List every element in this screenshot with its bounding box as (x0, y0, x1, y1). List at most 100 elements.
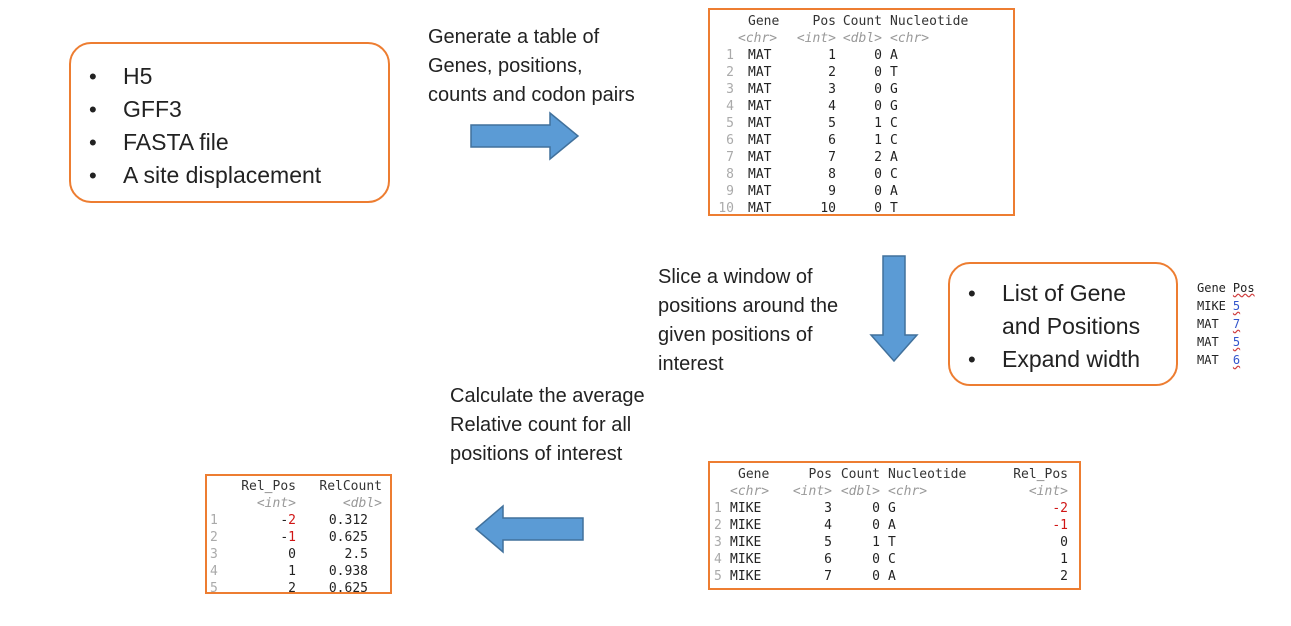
table-cell: MAT (748, 65, 772, 80)
step3-text: Calculate the average Relative count for… (450, 382, 645, 469)
table-cell: 1 (714, 501, 722, 516)
step2-text: Slice a window of positions around the g… (658, 263, 838, 379)
table-cell: A (890, 150, 898, 165)
table-cell: -2 (1052, 501, 1068, 516)
column-type: <chr> (890, 31, 930, 46)
column-header: Pos (808, 467, 832, 482)
table-cell: 6 (824, 552, 832, 567)
table-row: 1 MIKE 3 0 G -2 (714, 500, 1068, 517)
mini-column-header: Gene (1197, 281, 1226, 295)
left-arrow (474, 504, 584, 554)
table-cell: 7 (824, 569, 832, 584)
row-number-header (714, 13, 738, 30)
table-cell: 10 (820, 201, 836, 216)
table-row: 8 MAT 8 0 C (714, 166, 968, 183)
input-item-h5: H5 (71, 60, 388, 93)
table-cell: 2 (1060, 569, 1068, 584)
step1-line: Generate a table of (428, 26, 600, 48)
column-header: Gene (748, 14, 780, 29)
table-row: 10 MAT 10 0 T (714, 200, 968, 217)
table-cell: MAT (748, 99, 772, 114)
table-row: 2 MAT 2 0 T (714, 64, 968, 81)
column-header: Pos (812, 14, 836, 29)
column-header: Rel_Pos (1013, 467, 1068, 482)
table-cell: MAT (748, 116, 772, 131)
table-row: 1 MAT 1 0 A (714, 47, 968, 64)
table-cell: 2 (828, 65, 836, 80)
table-cell: 3 (210, 547, 218, 562)
table-cell: A (888, 569, 896, 584)
table-cell: MAT (1197, 317, 1219, 331)
table-cell: 0.312 (328, 513, 368, 528)
table-row: 7 MAT 7 2 A (714, 149, 968, 166)
table-cell: C (888, 552, 896, 567)
table-cell: 3 (714, 535, 722, 550)
table-cell: 5 (828, 116, 836, 131)
step3-line: positions of interest (450, 443, 623, 465)
step3-line: Calculate the average (450, 385, 645, 407)
column-type: <dbl> (842, 31, 882, 46)
mini-table-body: MIKE 5 MAT 7 MAT 5 MAT 6 (1196, 297, 1256, 369)
table-row: 4 1 0.938 (210, 563, 382, 580)
column-type: <dbl> (840, 484, 880, 499)
table-cell: 0.938 (328, 564, 368, 579)
table-cell: G (890, 82, 898, 97)
table-cell: 0 (874, 184, 882, 199)
table-row: 6 MAT 6 1 C (714, 132, 968, 149)
table-cell: MIKE (1197, 299, 1226, 313)
table1-body: 1 MAT 1 0 A 2 MAT 2 0 T 3 MAT 3 0 G 4 MAT 4 0 G 5 MAT 5 1 C 6 MAT 6… (714, 47, 968, 217)
column-header: Gene (738, 467, 770, 482)
table-cell: 5 (210, 581, 218, 596)
table-row: 2 -1 0.625 (210, 529, 382, 546)
table-cell: 7 (1232, 317, 1241, 331)
table-cell: 2 (210, 530, 218, 545)
relative-count-table: Rel_Pos RelCount <int> <dbl> 1 -2 0.312 2 -1… (205, 474, 392, 597)
inputs-list: H5 GFF3 FASTA file A site displacement (71, 60, 388, 192)
table-row: 5 MAT 5 1 C (714, 115, 968, 132)
table-cell: MAT (748, 133, 772, 148)
table-cell: C (890, 167, 898, 182)
column-type: <int> (796, 31, 836, 46)
table-cell: 3 (824, 501, 832, 516)
column-type: <chr> (888, 484, 928, 499)
table-row: 5 2 0.625 (210, 580, 382, 597)
table-cell: 6 (1232, 353, 1241, 367)
table-cell: 10 (718, 201, 734, 216)
parameter-item-gene-positions: List of Gene and Positions (950, 277, 1176, 343)
table-cell: 0 (874, 82, 882, 97)
table-cell: 0 (872, 518, 880, 533)
table-cell: 4 (828, 99, 836, 114)
table-row: MAT 6 (1196, 351, 1256, 369)
table-cell: MAT (748, 184, 772, 199)
parameters-box: List of Gene and Positions Expand width (948, 262, 1178, 386)
genes-positions-table: Gene Pos Count Nucleotide <chr> <int> <d… (708, 8, 1015, 216)
parameters-list: List of Gene and Positions Expand width (950, 277, 1176, 376)
column-type: <dbl> (342, 496, 382, 511)
table-row: 3 MIKE 5 1 T 0 (714, 534, 1068, 551)
table3-body: 1 -2 0.312 2 -1 0.625 3 0 2.5 4 1 0.938 5 2 0.625 (210, 512, 382, 597)
table-cell: MAT (748, 48, 772, 63)
table-cell: 0 (288, 547, 296, 562)
table-cell: 9 (726, 184, 734, 199)
table-cell: A (890, 184, 898, 199)
table-cell: 2.5 (344, 547, 368, 562)
table-row: 2 MIKE 4 0 A -1 (714, 517, 1068, 534)
table-cell: 1 (288, 564, 296, 579)
table-cell: 5 (714, 569, 722, 584)
table-cell: 0 (872, 552, 880, 567)
table-cell: 1 (210, 513, 218, 528)
column-type: <chr> (730, 484, 770, 499)
step1-text: Generate a table of Genes, positions, co… (428, 23, 635, 110)
input-item-fasta: FASTA file (71, 126, 388, 159)
right-arrow (470, 111, 580, 161)
table2-body: 1 MIKE 3 0 G -2 2 MIKE 4 0 A -1 3 MIKE 5 1 T 0 4 MIKE 6 0 C 1 5 M… (714, 500, 1068, 585)
table-cell: 5 (1232, 299, 1241, 313)
table-row: MAT 7 (1196, 315, 1256, 333)
table-cell: 7 (726, 150, 734, 165)
table-cell: 4 (714, 552, 722, 567)
table-row: 3 MAT 3 0 G (714, 81, 968, 98)
table-cell: MAT (748, 167, 772, 182)
step1-line: counts and codon pairs (428, 84, 635, 106)
column-header: Nucleotide (890, 14, 969, 29)
table-cell: 0 (874, 201, 882, 216)
